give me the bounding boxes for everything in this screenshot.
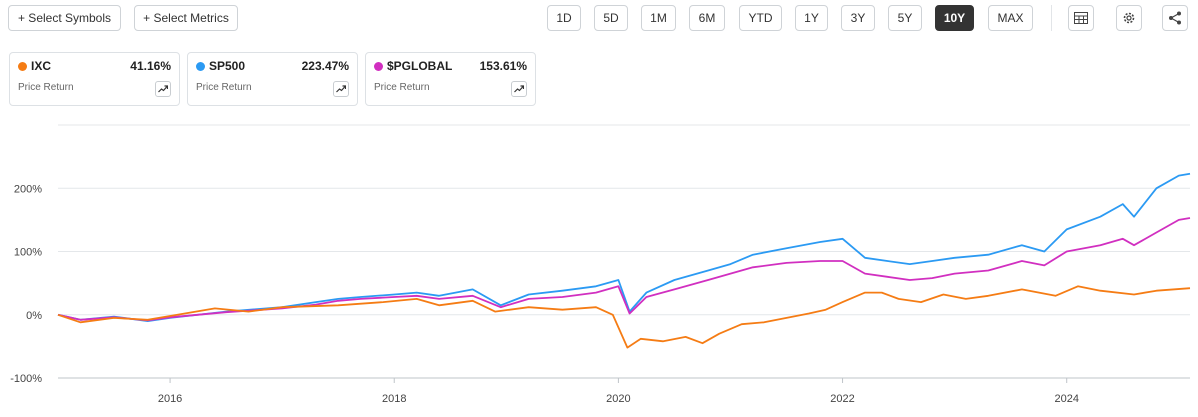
y-tick-label: 0%	[26, 310, 42, 322]
trend-button[interactable]	[333, 81, 349, 97]
trend-button[interactable]	[155, 81, 171, 97]
range-button-1d[interactable]: 1D	[547, 5, 581, 31]
table-icon	[1074, 12, 1088, 24]
range-button-5d[interactable]: 5D	[594, 5, 628, 31]
range-button-3y[interactable]: 3Y	[841, 5, 875, 31]
range-button-10y[interactable]: 10Y	[935, 5, 974, 31]
x-tick-label: 2024	[1054, 393, 1078, 405]
legend-subtitle: Price Return	[374, 82, 430, 93]
legend-value: 41.16%	[130, 59, 171, 73]
legend-card-sp500[interactable]: SP500 223.47% Price Return	[187, 52, 358, 106]
series-line-sp500	[57, 172, 1191, 322]
range-button-6m[interactable]: 6M	[689, 5, 725, 31]
legend-card-ixc[interactable]: IXC 41.16% Price Return	[9, 52, 180, 106]
share-icon	[1169, 11, 1181, 25]
series-line-ixc	[57, 285, 1191, 349]
x-tick-label: 2020	[606, 393, 630, 405]
gear-icon	[1123, 12, 1135, 24]
range-button-max[interactable]: MAX	[988, 5, 1033, 31]
legend-symbol: $PGLOBAL	[387, 59, 453, 73]
range-button-1m[interactable]: 1M	[641, 5, 676, 31]
trend-up-icon	[158, 85, 168, 93]
share-button[interactable]	[1162, 5, 1188, 31]
range-button-1y[interactable]: 1Y	[795, 5, 828, 31]
series-layer	[57, 172, 1191, 349]
y-tick-label: -100%	[10, 373, 42, 385]
range-button-5y[interactable]: 5Y	[888, 5, 922, 31]
legend-subtitle: Price Return	[18, 82, 74, 93]
series-color-dot	[196, 62, 205, 71]
legend-symbol: SP500	[209, 59, 246, 73]
legend-value: 153.61%	[479, 59, 527, 73]
select-metrics-button[interactable]: + Select Metrics	[134, 5, 238, 31]
axis-layer: 200% 100% 0% -100% 2016 2018 2020 2022 2024	[10, 183, 1190, 405]
legend-value: 223.47%	[301, 59, 349, 73]
toolbar-divider	[1051, 5, 1052, 31]
legend-card-spglobal[interactable]: $PGLOBAL 153.61% Price Return	[365, 52, 536, 106]
series-line-pglobal	[57, 217, 1191, 322]
range-button-ytd[interactable]: YTD	[739, 5, 782, 31]
y-tick-label: 100%	[14, 247, 42, 259]
series-color-dot	[18, 62, 27, 71]
x-tick-label: 2022	[830, 393, 854, 405]
y-tick-label: 200%	[14, 183, 42, 195]
trend-up-icon	[514, 85, 524, 93]
legend-subtitle: Price Return	[196, 82, 252, 93]
settings-button[interactable]	[1116, 5, 1142, 31]
performance-line-chart[interactable]: 200% 100% 0% -100% 2016 2018 2020 2022 2024	[0, 110, 1198, 417]
series-color-dot	[374, 62, 383, 71]
select-symbols-button[interactable]: + Select Symbols	[8, 5, 121, 31]
trend-button[interactable]	[511, 81, 527, 97]
legend-symbol: IXC	[31, 59, 52, 73]
x-tick-label: 2016	[158, 393, 182, 405]
trend-up-icon	[336, 85, 346, 93]
x-tick-label: 2018	[382, 393, 406, 405]
table-view-button[interactable]	[1068, 5, 1094, 31]
